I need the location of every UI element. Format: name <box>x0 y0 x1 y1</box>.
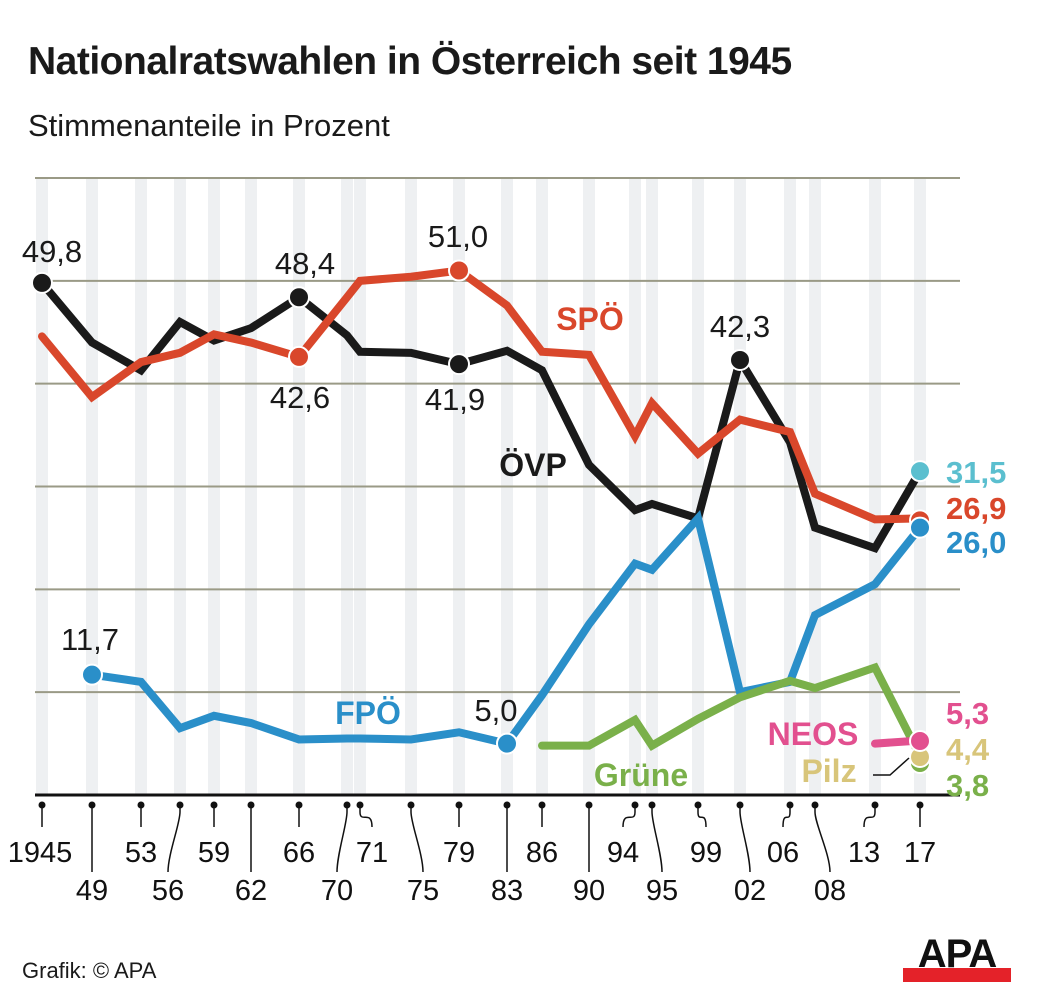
series-name-label: Pilz <box>801 753 856 789</box>
end-value-label: 4,4 <box>946 732 990 767</box>
data-label: 5,0 <box>474 693 517 728</box>
data-label: 41,9 <box>425 382 485 417</box>
data-point-dot <box>288 286 310 309</box>
data-point-dot <box>496 732 518 755</box>
data-point-dot <box>448 353 470 376</box>
tick-connector <box>739 805 751 873</box>
tick-connector <box>697 805 707 828</box>
chart-labels: 49,8 48,4 41,9 42,3 42,6 51,0 11,7 5,0 31,526,92… <box>22 219 1007 803</box>
end-value-label: 5,3 <box>946 696 989 731</box>
data-label: 42,6 <box>270 380 330 415</box>
series-line-sp <box>38 266 924 524</box>
apa-logo-bar <box>903 968 1011 982</box>
data-label: 48,4 <box>275 246 335 281</box>
tick-connector <box>782 805 791 828</box>
data-point-dot <box>31 271 53 294</box>
x-tick-label: 49 <box>76 875 108 907</box>
end-value-label: 26,0 <box>946 525 1006 560</box>
x-tick-label: 94 <box>607 837 639 869</box>
x-tick-label: 86 <box>526 837 558 869</box>
x-tick-label: 66 <box>283 837 315 869</box>
series-name-label: ÖVP <box>499 447 567 483</box>
tick-connector <box>622 805 636 828</box>
data-point-dot <box>288 345 310 368</box>
series-line-vp <box>38 278 924 554</box>
x-tick-label: 53 <box>125 837 157 869</box>
x-tick-label: 59 <box>198 837 230 869</box>
x-tick-label: 95 <box>646 875 678 907</box>
end-value-label: 31,5 <box>946 455 1006 490</box>
source-credit: Grafik: © APA <box>22 958 157 983</box>
series-name-label: SPÖ <box>556 301 624 337</box>
end-dot-fp <box>909 516 931 539</box>
data-point-dot <box>448 259 470 282</box>
data-point-dot <box>729 349 751 372</box>
x-tick-label: 83 <box>491 875 523 907</box>
end-dot-vp <box>909 460 931 483</box>
series-name-label: Grüne <box>594 757 688 793</box>
tick-connector <box>359 805 373 828</box>
chart-subtitle: Stimmenanteile in Prozent <box>28 108 390 143</box>
data-label: 49,8 <box>22 234 82 269</box>
x-tick-label: 08 <box>814 875 846 907</box>
pilz-leader-line <box>873 757 910 776</box>
x-tick-label: 99 <box>690 837 722 869</box>
tick-connector <box>167 805 181 873</box>
x-tick-label: 17 <box>904 837 936 869</box>
x-tick-label: 79 <box>443 837 475 869</box>
tick-connector <box>410 805 424 873</box>
x-tick-label: 02 <box>734 875 766 907</box>
data-point-dot <box>81 663 103 686</box>
apa-logo: APA <box>903 932 1011 982</box>
x-tick-label: 71 <box>356 837 388 869</box>
x-tick-label: 56 <box>152 875 184 907</box>
end-value-label: 26,9 <box>946 491 1006 526</box>
gridlines <box>35 177 960 694</box>
x-tick-label: 1945 <box>8 837 73 869</box>
data-label: 11,7 <box>61 622 119 657</box>
x-tick-label: 90 <box>573 875 605 907</box>
x-tick-label: 62 <box>235 875 267 907</box>
series-name-label: FPÖ <box>335 695 401 731</box>
data-label: 42,3 <box>710 309 770 344</box>
chart-title: Nationalratswahlen in Österreich seit 19… <box>28 40 792 83</box>
tick-connector <box>336 805 348 873</box>
tick-connector <box>651 805 663 873</box>
x-tick-label: 70 <box>321 875 353 907</box>
series-dots <box>31 259 931 774</box>
data-label: 51,0 <box>428 219 488 254</box>
end-value-label: 3,8 <box>946 768 989 803</box>
x-tick-label: 75 <box>407 875 439 907</box>
series-name-label: NEOS <box>768 716 859 752</box>
tick-connector <box>863 805 876 828</box>
tick-connector <box>814 805 831 873</box>
end-dot-neos <box>909 730 931 752</box>
x-tick-label: 13 <box>848 837 880 869</box>
x-tick-label: 06 <box>767 837 799 869</box>
series-line-grne <box>538 662 924 760</box>
